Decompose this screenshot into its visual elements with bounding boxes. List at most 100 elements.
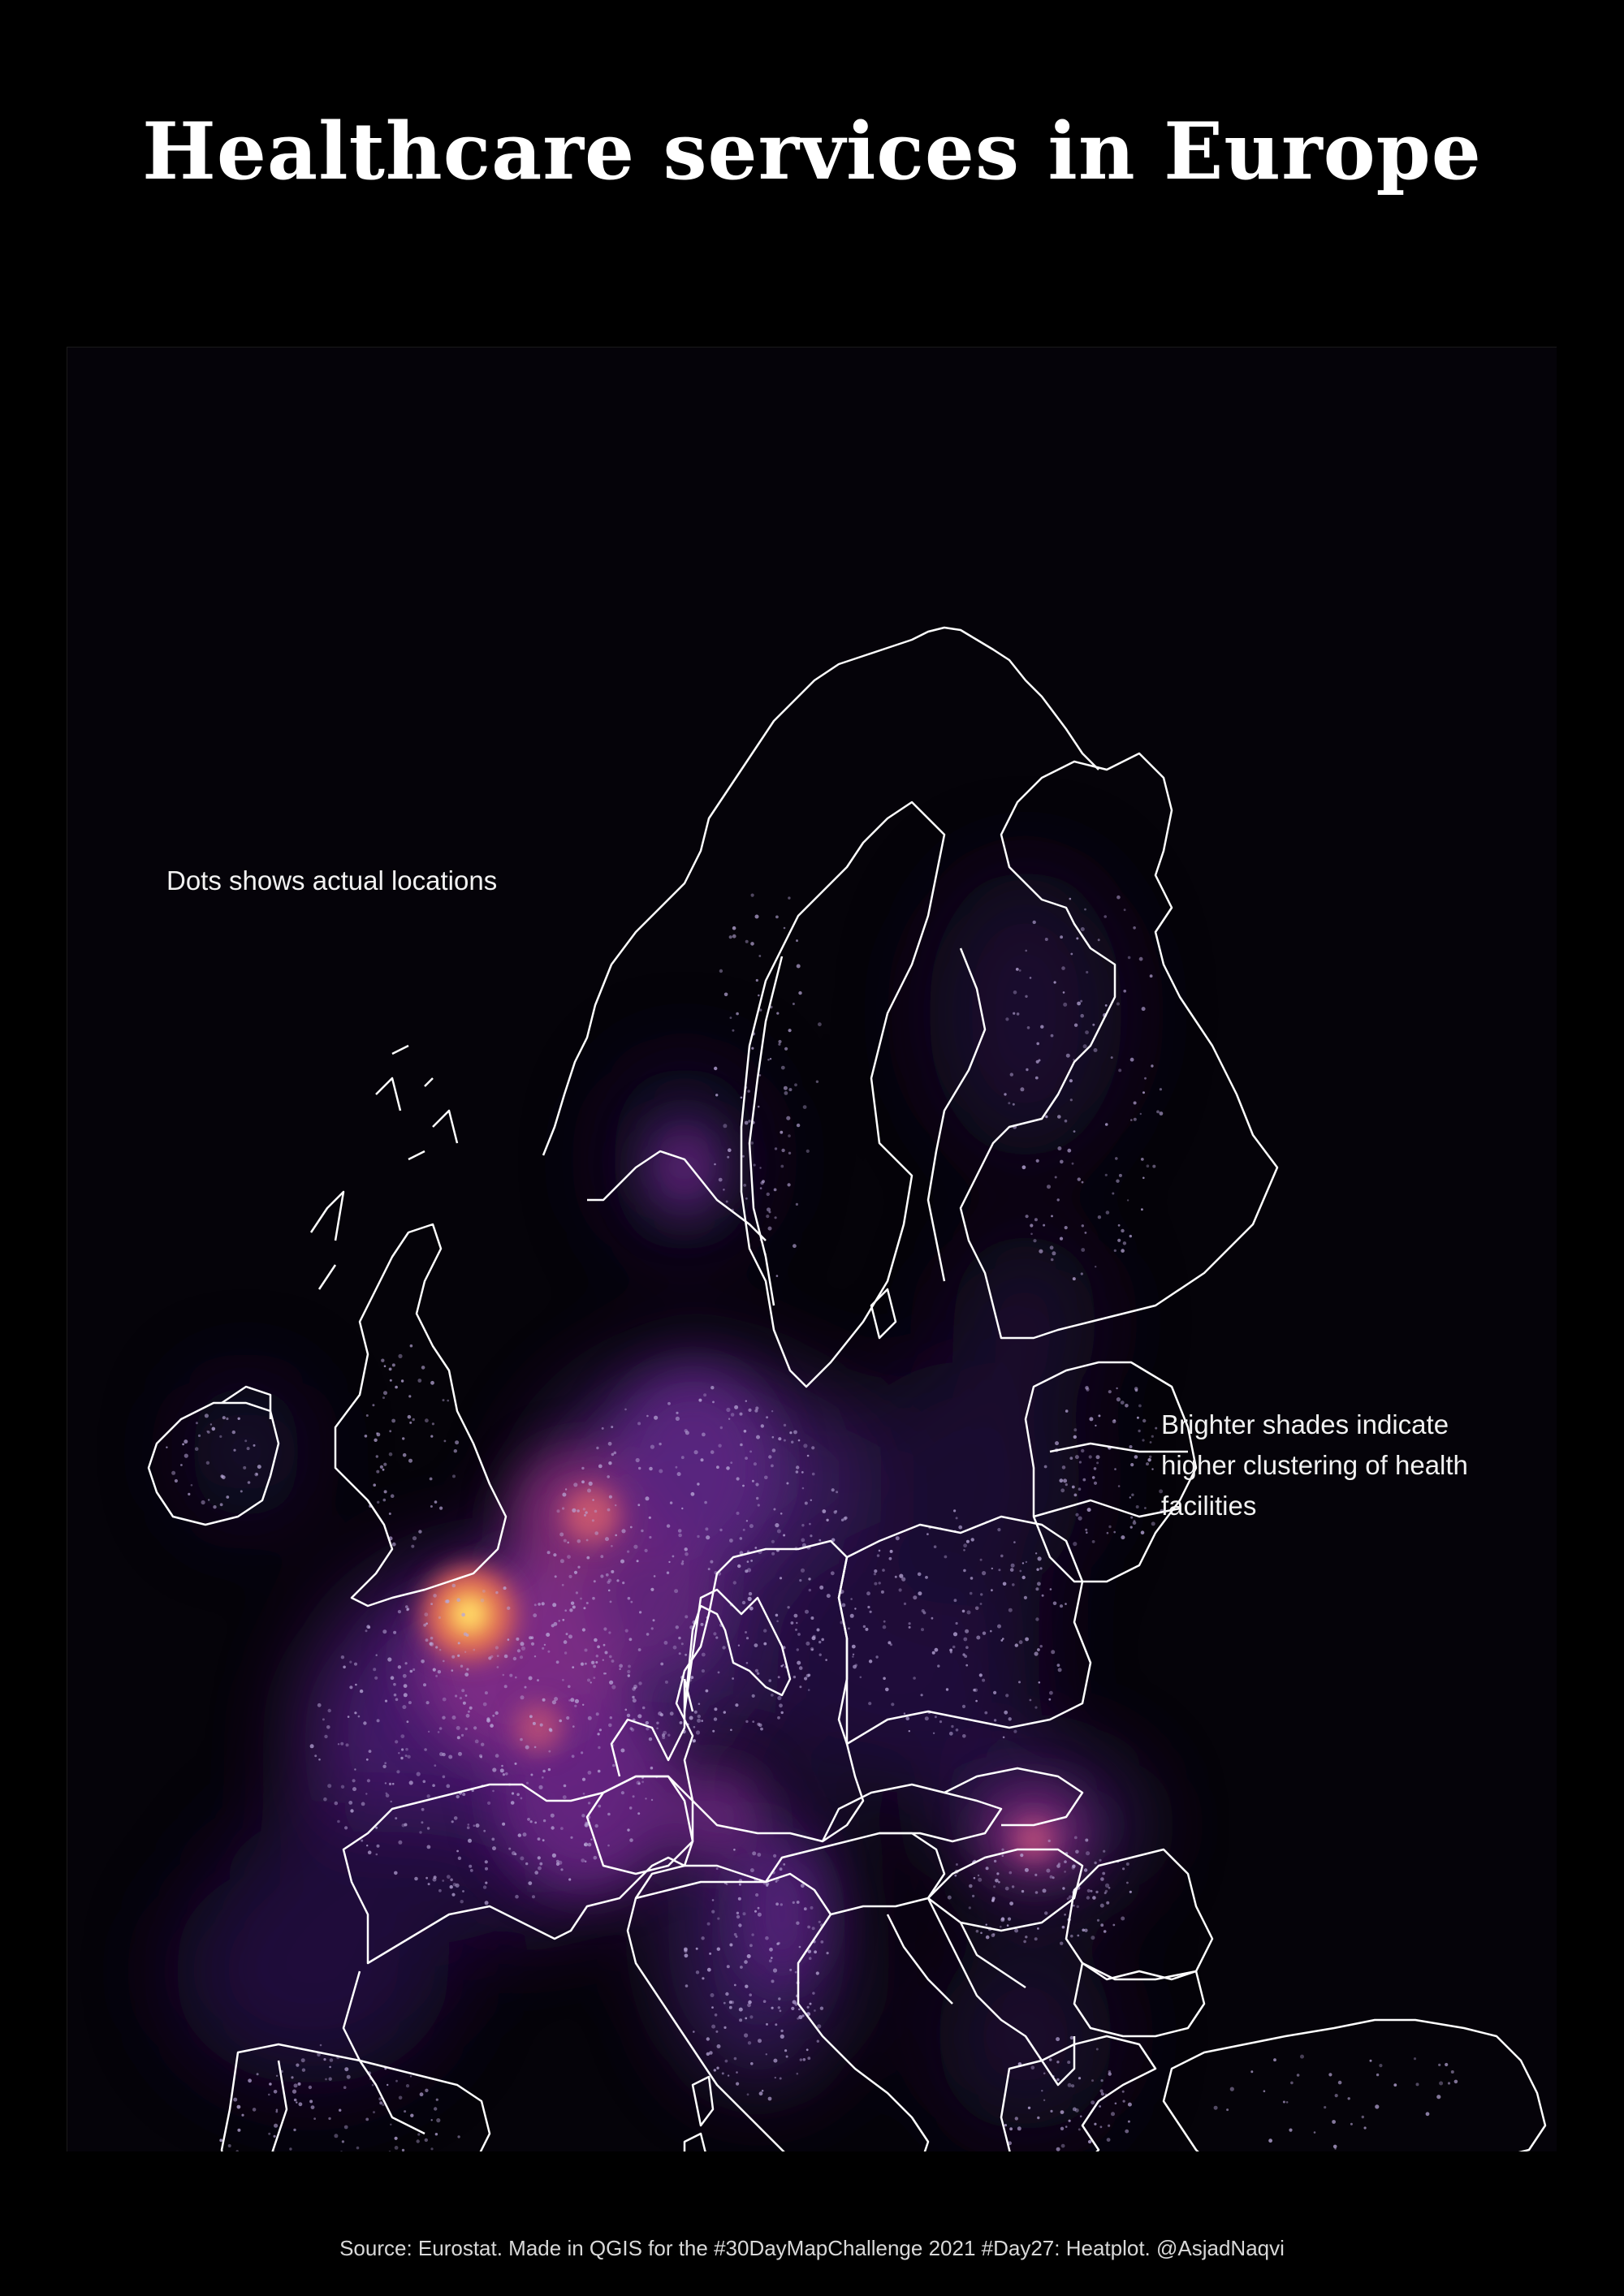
facility-dot (700, 1458, 704, 1462)
facility-dot (1093, 1048, 1098, 1052)
facility-dot (1290, 2081, 1294, 2085)
facility-dot (1026, 1026, 1030, 1029)
facility-dot (787, 1606, 790, 1609)
facility-dot (745, 1720, 749, 1724)
facility-dot (404, 1823, 408, 1827)
facility-dot (659, 1469, 663, 1474)
border-germany (675, 1539, 865, 1843)
facility-dot (419, 2092, 424, 2097)
facility-dot (817, 2024, 822, 2029)
facility-dot (736, 2082, 740, 2086)
facility-dot (1018, 969, 1021, 972)
facility-dot (457, 2135, 460, 2138)
facility-dot (788, 1134, 791, 1137)
facility-dot (706, 1535, 710, 1540)
facility-dot (1000, 1639, 1004, 1642)
facility-dot (695, 1730, 701, 1735)
facility-dot (974, 1606, 979, 1611)
facility-dot (984, 1711, 988, 1715)
facility-dot (1039, 1567, 1043, 1570)
facility-dot (1057, 1862, 1060, 1866)
facility-dot (532, 1721, 536, 1725)
facility-dot (646, 1633, 650, 1636)
facility-dot (1350, 2122, 1353, 2126)
facility-dot (980, 1593, 983, 1596)
facility-dot (1121, 1249, 1125, 1253)
facility-dot (416, 2139, 420, 2143)
facility-dot (318, 1758, 321, 1761)
facility-dot (801, 1524, 805, 1527)
facility-dot (693, 2031, 695, 2033)
facility-dot (775, 1523, 780, 1528)
facility-dot (562, 1678, 564, 1681)
facility-dot (859, 1676, 862, 1679)
facility-dot (1138, 956, 1143, 961)
facility-dot (364, 1435, 368, 1438)
facility-dot (970, 1538, 974, 1542)
facility-dot (1061, 1465, 1066, 1470)
facility-dot (1115, 1157, 1118, 1160)
facility-dot (632, 1795, 635, 1798)
facility-dot (726, 1965, 730, 1969)
facility-dot (745, 1569, 749, 1573)
facility-dot (788, 1088, 793, 1092)
facility-dot (1091, 1476, 1095, 1479)
facility-dot (383, 1462, 387, 1466)
border-france (342, 1775, 694, 1965)
facility-dot (748, 1591, 753, 1596)
facility-dot (743, 1184, 747, 1187)
facility-dot (568, 1878, 572, 1881)
facility-dot (1001, 1854, 1004, 1858)
facility-dot (1097, 1215, 1102, 1219)
facility-dot (593, 1677, 596, 1680)
facility-dot (746, 1568, 752, 1573)
facility-dot (1044, 1911, 1048, 1915)
facility-dot (1332, 2120, 1336, 2124)
facility-dot (637, 1812, 641, 1815)
facility-dot (771, 2006, 774, 2009)
facility-dot (745, 1400, 747, 1402)
facility-dot (581, 1858, 585, 1862)
facility-dot (412, 1668, 416, 1672)
facility-dot (296, 2063, 300, 2067)
border-northern-ireland (221, 1385, 272, 1419)
facility-dot (648, 1516, 651, 1519)
facility-dot (451, 1669, 454, 1672)
facility-dot (398, 1752, 400, 1754)
facility-dot (492, 1846, 496, 1851)
border-greece (1000, 2035, 1157, 2151)
facility-dot (717, 1917, 720, 1920)
facility-dot (1117, 1224, 1121, 1227)
facility-dot (693, 1450, 698, 1455)
facility-dot (779, 1577, 783, 1580)
facility-dot (556, 1509, 560, 1513)
facility-dot (343, 1665, 346, 1669)
facility-dot (913, 1595, 918, 1600)
facility-dot (801, 2014, 805, 2018)
facility-dot (451, 1892, 456, 1897)
border-netherlands (610, 1679, 686, 1777)
facility-dot (728, 2000, 732, 2005)
facility-dot (750, 1560, 753, 1562)
facility-dot (1111, 2112, 1115, 2117)
facility-dot (365, 1758, 369, 1761)
border-ireland (147, 1401, 280, 1526)
facility-dot (1213, 2105, 1218, 2110)
facility-dot (1134, 1387, 1138, 1391)
facility-dot (400, 1734, 405, 1738)
facility-dot (388, 1513, 391, 1515)
facility-dot (293, 2083, 298, 2088)
facility-dot (381, 1358, 385, 1362)
facility-dot (758, 994, 760, 997)
facility-dot (455, 1883, 460, 1888)
facility-dot (755, 1892, 759, 1897)
facility-dot (446, 1875, 451, 1880)
facility-dot (1013, 1541, 1016, 1543)
facility-dot (382, 1764, 387, 1768)
facility-dot (794, 1970, 797, 1974)
facility-dot (1106, 1901, 1110, 1905)
facility-dot (650, 1627, 654, 1630)
facility-dot (1138, 1429, 1141, 1433)
facility-dot (595, 1655, 598, 1658)
facility-dot (733, 1932, 737, 1936)
